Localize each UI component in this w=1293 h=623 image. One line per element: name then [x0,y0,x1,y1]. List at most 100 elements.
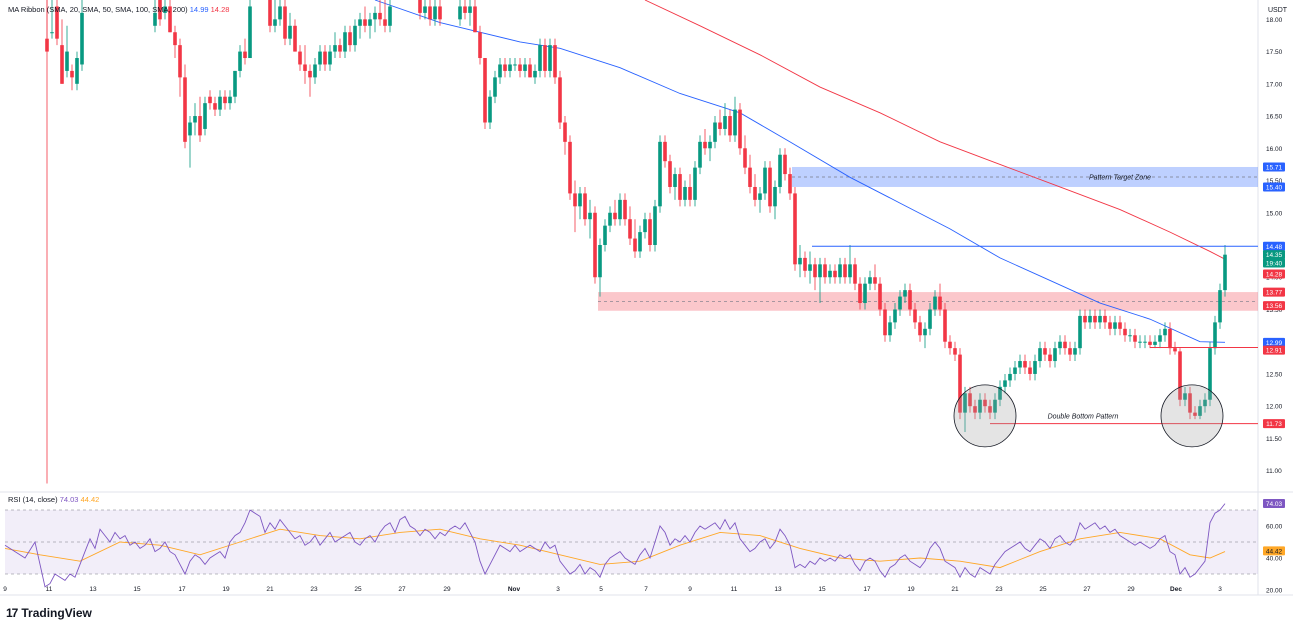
candle-body [1188,393,1192,413]
candle-body [893,309,897,323]
candle-body [518,64,522,71]
candle-body [838,264,842,278]
candle-body [1108,322,1112,329]
candle-body [593,212,597,278]
candle-body [563,122,567,142]
candle-body [883,309,887,336]
candle-body [1068,348,1072,355]
rsi-pane: 20.00 40.00 60.00 74.03 44.42 [4,499,1285,595]
candle-body [473,6,477,33]
candle-body [60,45,64,84]
candle-body [888,322,892,336]
candle-body [458,6,462,20]
tradingview-logo[interactable]: 17 TradingView [6,606,92,620]
candle-body [463,6,467,13]
candle-body [833,270,837,278]
candle-body [903,290,907,297]
candle-body [638,232,642,252]
candle-body [158,0,162,20]
candle-body [708,141,712,149]
time-tick-label: 7 [644,586,648,593]
candle-body [948,341,952,349]
candle-body [913,309,917,323]
candle-body [433,6,437,20]
candle-body [818,264,822,278]
time-tick-label: 5 [599,586,603,593]
candle-body [1028,367,1032,374]
candle-body [858,283,862,304]
candle-body [693,167,697,200]
candle-body [608,212,612,226]
candle-body [783,154,787,175]
candle-body [863,283,867,304]
candle-body [683,186,687,200]
rsi-label: RSI (14, close) [8,495,58,504]
price-tick-label: 12.50 [1266,371,1283,378]
rsi-value-box [1263,499,1285,509]
candle-body [1118,322,1122,329]
price-label: 14.28 [1266,272,1283,279]
candle-body [598,245,602,278]
candle-body [1073,348,1077,355]
candle-body [668,161,672,187]
candle-body [728,116,732,136]
rsi-tick-label: 20.00 [1266,588,1283,595]
price-label-box [1263,419,1285,429]
candle-body [998,386,1002,400]
candle-body [1058,341,1062,349]
candle-body [1143,341,1147,343]
time-tick-label: 15 [818,586,826,593]
candle-body [583,193,587,220]
candle-body [528,64,532,78]
rsi-line [4,503,1226,588]
price-label-box [1263,287,1285,297]
candle-body [653,206,657,245]
rsi-legend[interactable]: RSI (14, close) 74.03 44.42 [8,495,99,504]
candle-body [773,186,777,207]
price-label-box [1263,182,1285,192]
candle-body [578,193,582,207]
candle-body [1033,361,1037,374]
time-tick-label: 23 [310,586,318,593]
candle-body [493,77,497,97]
candle-body [898,296,902,310]
candle-body [613,212,617,220]
candle-body [533,70,537,78]
time-tick-label: 9 [688,586,692,593]
candle-body [288,25,292,39]
candle-body [1013,367,1017,374]
candle-body [75,58,79,84]
candle-body [318,51,322,65]
time-tick-label: 13 [89,586,97,593]
time-tick-label: Nov [508,586,521,593]
price-label-box [1263,250,1285,260]
indicator-legend[interactable]: MA Ribbon (SMA, 20, SMA, 50, SMA, 100, S… [8,5,229,14]
price-label-box [1263,241,1285,251]
candle-body [723,116,727,129]
candle-body [743,148,747,168]
candle-body [978,399,982,413]
candle-body [278,6,282,20]
candle-body [70,70,74,78]
candle-body [1213,322,1217,349]
candle-body [328,51,332,65]
candle-body [65,51,69,71]
candle-body [1218,290,1222,323]
double-bottom-circle [953,384,1017,448]
candle-body [573,193,577,207]
candle-body [468,6,472,13]
time-tick-label: 25 [354,586,362,593]
candle-body [1113,322,1117,329]
candle-body [1023,361,1027,368]
candle-body [1048,354,1052,362]
candle-body [338,45,342,52]
candle-body [508,64,512,71]
candle-body [418,0,422,13]
candle-body [768,167,772,207]
candle-body [813,264,817,278]
candle-body [763,167,767,194]
rsi-tick-label: 60.00 [1266,524,1283,531]
price-tick-label: 12.00 [1266,404,1283,411]
rsi-ma-value: 44.42 [80,495,100,504]
candle-body [268,0,272,26]
